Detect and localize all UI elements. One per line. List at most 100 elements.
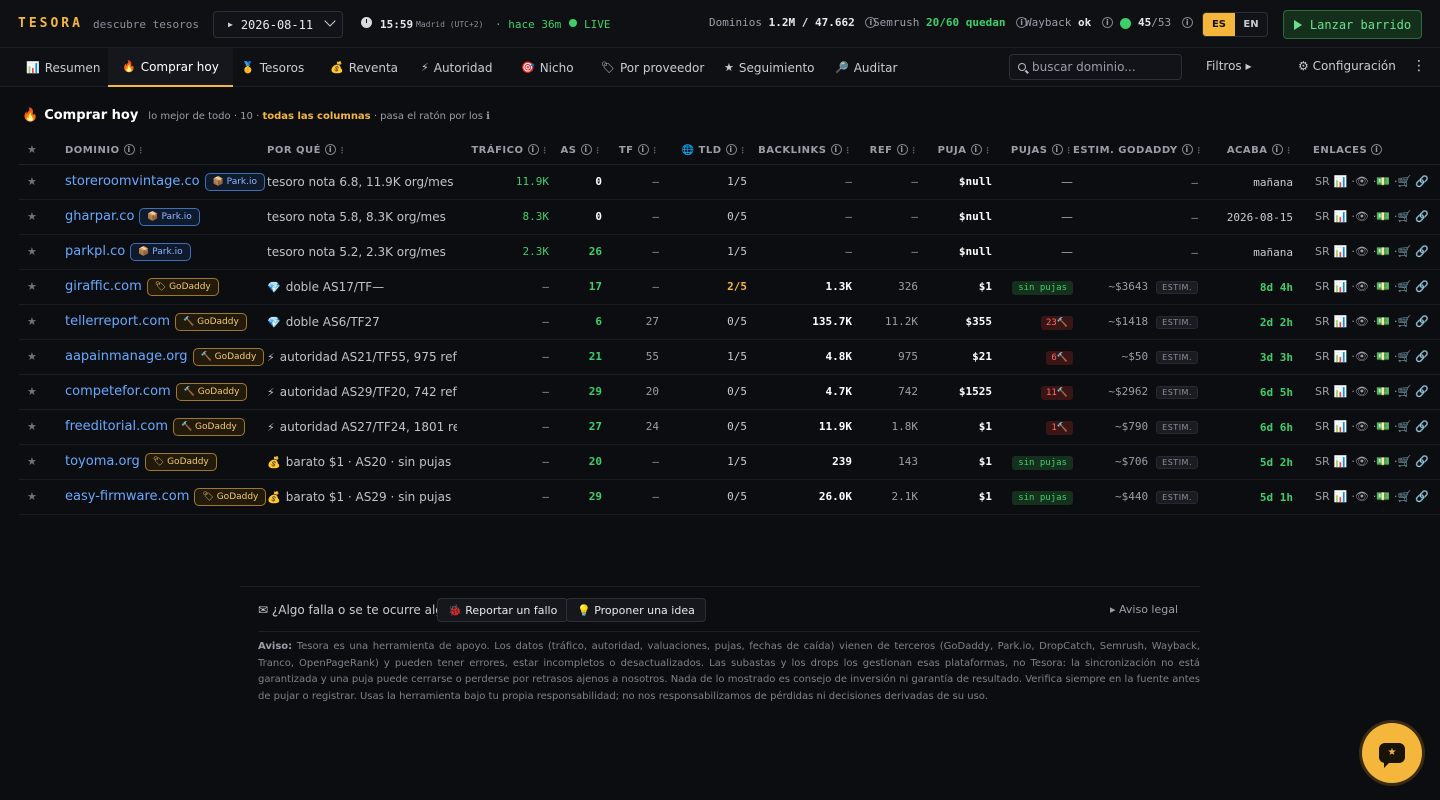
col-tld[interactable]: 🌐 TLD i ⋮: [659, 136, 747, 165]
col-domain[interactable]: DOMINIO i ⋮: [57, 136, 267, 165]
info-icon[interactable]: i: [1271, 143, 1283, 155]
search-input[interactable]: [1032, 60, 1172, 74]
table-row[interactable]: ★ tellerreport.com 🔨 GoDaddy 💎 doble AS6/T…: [19, 304, 1440, 340]
domain-link[interactable]: storeroomvintage.co: [65, 173, 200, 189]
provider-badge[interactable]: 🔨 GoDaddy: [192, 347, 265, 366]
chart-link-icon[interactable]: 📊: [1333, 350, 1348, 363]
tab-seguimiento[interactable]: ★ Seguimiento: [724, 48, 815, 87]
provider-badge[interactable]: 📦 Park.io: [130, 242, 191, 261]
filters-button[interactable]: Filtros ▸: [1206, 59, 1252, 73]
money-link-icon[interactable]: 💵: [1376, 490, 1391, 503]
external-link-icon[interactable]: 🔗: [1415, 210, 1429, 223]
info-icon[interactable]: i: [324, 143, 336, 155]
chart-link-icon[interactable]: 📊: [1333, 385, 1348, 398]
table-row[interactable]: ★ parkpl.co 📦 Park.io tesoro nota 5.2, 2.…: [19, 234, 1440, 270]
external-link-icon[interactable]: 🔗: [1415, 280, 1429, 293]
propose-idea-button[interactable]: 💡 Proponer una idea: [566, 598, 706, 622]
domain-link[interactable]: giraffic.com: [65, 278, 142, 294]
tab-autoridad[interactable]: ⚡ Autoridad: [421, 48, 492, 87]
domain-link[interactable]: easy-firmware.com: [65, 488, 190, 504]
semrush-link[interactable]: SR: [1315, 210, 1330, 223]
star-toggle-icon[interactable]: ★: [27, 490, 37, 503]
cart-link-icon[interactable]: 🛒: [1397, 350, 1412, 363]
cart-link-icon[interactable]: 🛒: [1397, 280, 1412, 293]
tab-nicho[interactable]: 🎯 Nicho: [521, 48, 574, 87]
semrush-link[interactable]: SR: [1315, 455, 1330, 468]
launch-sweep-button[interactable]: Lanzar barrido: [1283, 10, 1422, 39]
col-bids[interactable]: PUJAS i ⋮: [992, 136, 1073, 165]
money-link-icon[interactable]: 💵: [1376, 350, 1391, 363]
chart-link-icon[interactable]: 📊: [1333, 490, 1348, 503]
info-icon[interactable]: i: [830, 143, 842, 155]
chart-link-icon[interactable]: 📊: [1333, 420, 1348, 433]
chart-link-icon[interactable]: 📊: [1333, 175, 1348, 188]
star-toggle-icon[interactable]: ★: [27, 455, 37, 468]
cart-link-icon[interactable]: 🛒: [1397, 385, 1412, 398]
date-selector[interactable]: ▶ 2026-08-11: [213, 11, 343, 38]
provider-badge[interactable]: 🔨 GoDaddy: [175, 312, 247, 331]
info-icon[interactable]: i: [725, 143, 737, 155]
semrush-link[interactable]: SR: [1315, 245, 1330, 258]
external-link-icon[interactable]: 🔗: [1415, 385, 1429, 398]
info-icon[interactable]: i: [1051, 143, 1063, 155]
star-toggle-icon[interactable]: ★: [27, 420, 37, 433]
tab-comprar-hoy[interactable]: 🔥 Comprar hoy: [108, 48, 233, 87]
legal-notice-toggle[interactable]: ▸ Aviso legal: [1110, 603, 1179, 616]
tab-reventa[interactable]: 💰 Reventa: [330, 48, 398, 87]
star-toggle-icon[interactable]: ★: [27, 210, 37, 223]
domain-link[interactable]: gharpar.co: [65, 208, 135, 224]
table-row[interactable]: ★ toyoma.org 🏷 GoDaddy 💰 barato $1 · AS20 …: [19, 444, 1440, 480]
col-estim[interactable]: ESTIM. GODADDY i ⋮: [1073, 136, 1203, 165]
chart-link-icon[interactable]: 📊: [1333, 280, 1348, 293]
col-tf[interactable]: TF i ⋮: [602, 136, 659, 165]
semrush-link[interactable]: SR: [1315, 280, 1330, 293]
table-row[interactable]: ★ gharpar.co 📦 Park.io tesoro nota 5.8, 8…: [19, 199, 1440, 235]
external-link-icon[interactable]: 🔗: [1415, 490, 1429, 503]
money-link-icon[interactable]: 💵: [1376, 315, 1391, 328]
col-links[interactable]: ENLACES i: [1293, 136, 1440, 165]
domain-link[interactable]: aapainmanage.org: [65, 348, 188, 364]
cart-link-icon[interactable]: 🛒: [1397, 175, 1412, 188]
money-link-icon[interactable]: 💵: [1376, 245, 1391, 258]
table-row[interactable]: ★ giraffic.com 🏷 GoDaddy 💎 doble AS17/TF— …: [19, 269, 1440, 305]
info-icon[interactable]: i: [637, 143, 649, 155]
star-toggle-icon[interactable]: ★: [27, 315, 37, 328]
info-icon[interactable]: i: [896, 143, 908, 155]
info-icon[interactable]: i: [1371, 143, 1383, 155]
provider-badge[interactable]: 🏷 GoDaddy: [146, 277, 219, 296]
table-row[interactable]: ★ competefor.com 🔨 GoDaddy ⚡ autoridad AS2…: [19, 374, 1440, 410]
info-icon[interactable]: i: [1181, 17, 1193, 28]
tab-auditar[interactable]: 🔎 Auditar: [835, 48, 897, 87]
domain-link[interactable]: parkpl.co: [65, 243, 126, 259]
chart-link-icon[interactable]: 📊: [1333, 245, 1348, 258]
eye-link-icon[interactable]: 👁: [1354, 315, 1369, 328]
settings-button[interactable]: ⚙ Configuración: [1298, 59, 1396, 73]
info-icon[interactable]: i: [527, 143, 539, 155]
app-logo[interactable]: TESORA: [18, 16, 83, 31]
col-as[interactable]: AS i ⋮: [549, 136, 602, 165]
chart-link-icon[interactable]: 📊: [1333, 455, 1348, 468]
semrush-link[interactable]: SR: [1315, 385, 1330, 398]
col-bid[interactable]: PUJA i ⋮: [918, 136, 992, 165]
external-link-icon[interactable]: 🔗: [1415, 315, 1429, 328]
chat-button[interactable]: ★: [1362, 723, 1422, 783]
col-backlinks[interactable]: BACKLINKS i ⋮: [747, 136, 852, 165]
money-link-icon[interactable]: 💵: [1376, 420, 1391, 433]
money-link-icon[interactable]: 💵: [1376, 210, 1391, 223]
star-toggle-icon[interactable]: ★: [27, 350, 37, 363]
lang-es-button[interactable]: ES: [1203, 13, 1235, 36]
chart-link-icon[interactable]: 📊: [1333, 210, 1348, 223]
col-ref[interactable]: REF i ⋮: [852, 136, 918, 165]
eye-link-icon[interactable]: 👁: [1354, 210, 1369, 223]
eye-link-icon[interactable]: 👁: [1354, 385, 1369, 398]
provider-badge[interactable]: 📦 Park.io: [204, 172, 265, 191]
table-row[interactable]: ★ freeditorial.com 🔨 GoDaddy ⚡ autoridad A…: [19, 409, 1440, 445]
tab-por-proveedor[interactable]: 🏷 Por proveedor: [601, 48, 704, 87]
money-link-icon[interactable]: 💵: [1376, 455, 1391, 468]
domain-link[interactable]: freeditorial.com: [65, 418, 168, 434]
cart-link-icon[interactable]: 🛒: [1397, 245, 1412, 258]
provider-badge[interactable]: 📦 Park.io: [139, 207, 200, 226]
external-link-icon[interactable]: 🔗: [1415, 420, 1429, 433]
chart-link-icon[interactable]: 📊: [1333, 315, 1348, 328]
cart-link-icon[interactable]: 🛒: [1397, 490, 1412, 503]
